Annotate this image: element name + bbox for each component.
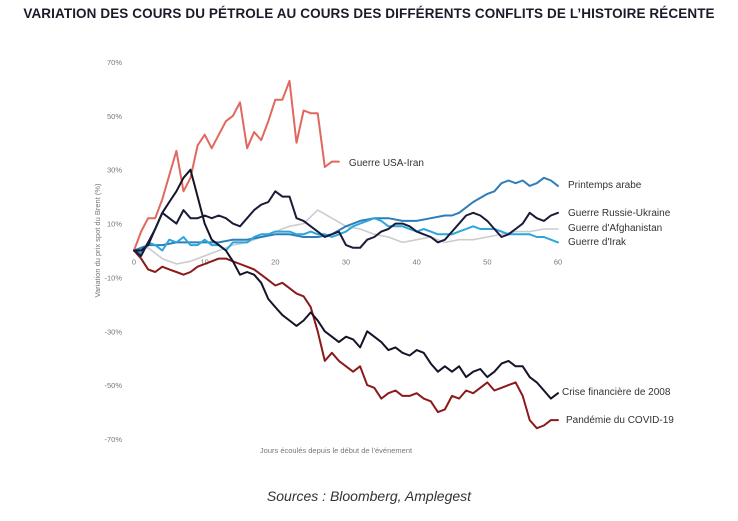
series-line [133, 176, 559, 252]
y-tick-label: 10% [107, 220, 122, 229]
y-axis-title: Variation du prix spot du Brent (%) [93, 183, 102, 298]
y-tick-label: -50% [104, 381, 122, 390]
series-label: Guerre d'Afghanistan [568, 223, 662, 234]
series-labels: Guerre USA-Iran Printemps arabe Guerre Rus… [349, 158, 674, 426]
x-tick-label: 60 [554, 258, 562, 267]
y-tick-label: -30% [104, 327, 122, 336]
series-label: Guerre Russie-Ukraine [568, 208, 671, 219]
x-tick-label: 30 [342, 258, 350, 267]
series-line [133, 168, 559, 400]
chart-title: VARIATION DES COURS DU PÉTROLE AU COURS … [23, 6, 715, 21]
series-label: Guerre d'Irak [568, 237, 627, 248]
series-line [133, 79, 340, 252]
x-tick-label: 0 [132, 258, 136, 267]
series-label: Crise financière de 2008 [562, 387, 671, 398]
y-axis: 70% 50% 30% 10% -10% -30% -50% -70% [104, 58, 122, 444]
y-tick-label: -10% [104, 273, 122, 282]
x-tick-label: 40 [412, 258, 420, 267]
x-tick-label: 20 [271, 258, 279, 267]
x-tick-label: 10 [200, 258, 208, 267]
series-line [133, 249, 559, 430]
x-tick-label: 50 [483, 258, 491, 267]
series-line [133, 217, 559, 255]
y-tick-label: 30% [107, 166, 122, 175]
y-tick-label: 70% [107, 58, 122, 67]
x-axis-title: Jours écoulés depuis le début de l’événe… [260, 446, 413, 455]
x-axis: 0 10 20 30 40 50 60 [132, 258, 562, 267]
series-label: Printemps arabe [568, 180, 642, 191]
series-line [133, 190, 559, 257]
series-lines [133, 79, 559, 430]
series-label: Pandémie du COVID-19 [566, 415, 674, 426]
y-tick-label: 50% [107, 112, 122, 121]
y-tick-label: -70% [104, 435, 122, 444]
source-note: Sources : Bloomberg, Amplegest [266, 488, 472, 504]
series-label: Guerre USA-Iran [349, 158, 424, 169]
